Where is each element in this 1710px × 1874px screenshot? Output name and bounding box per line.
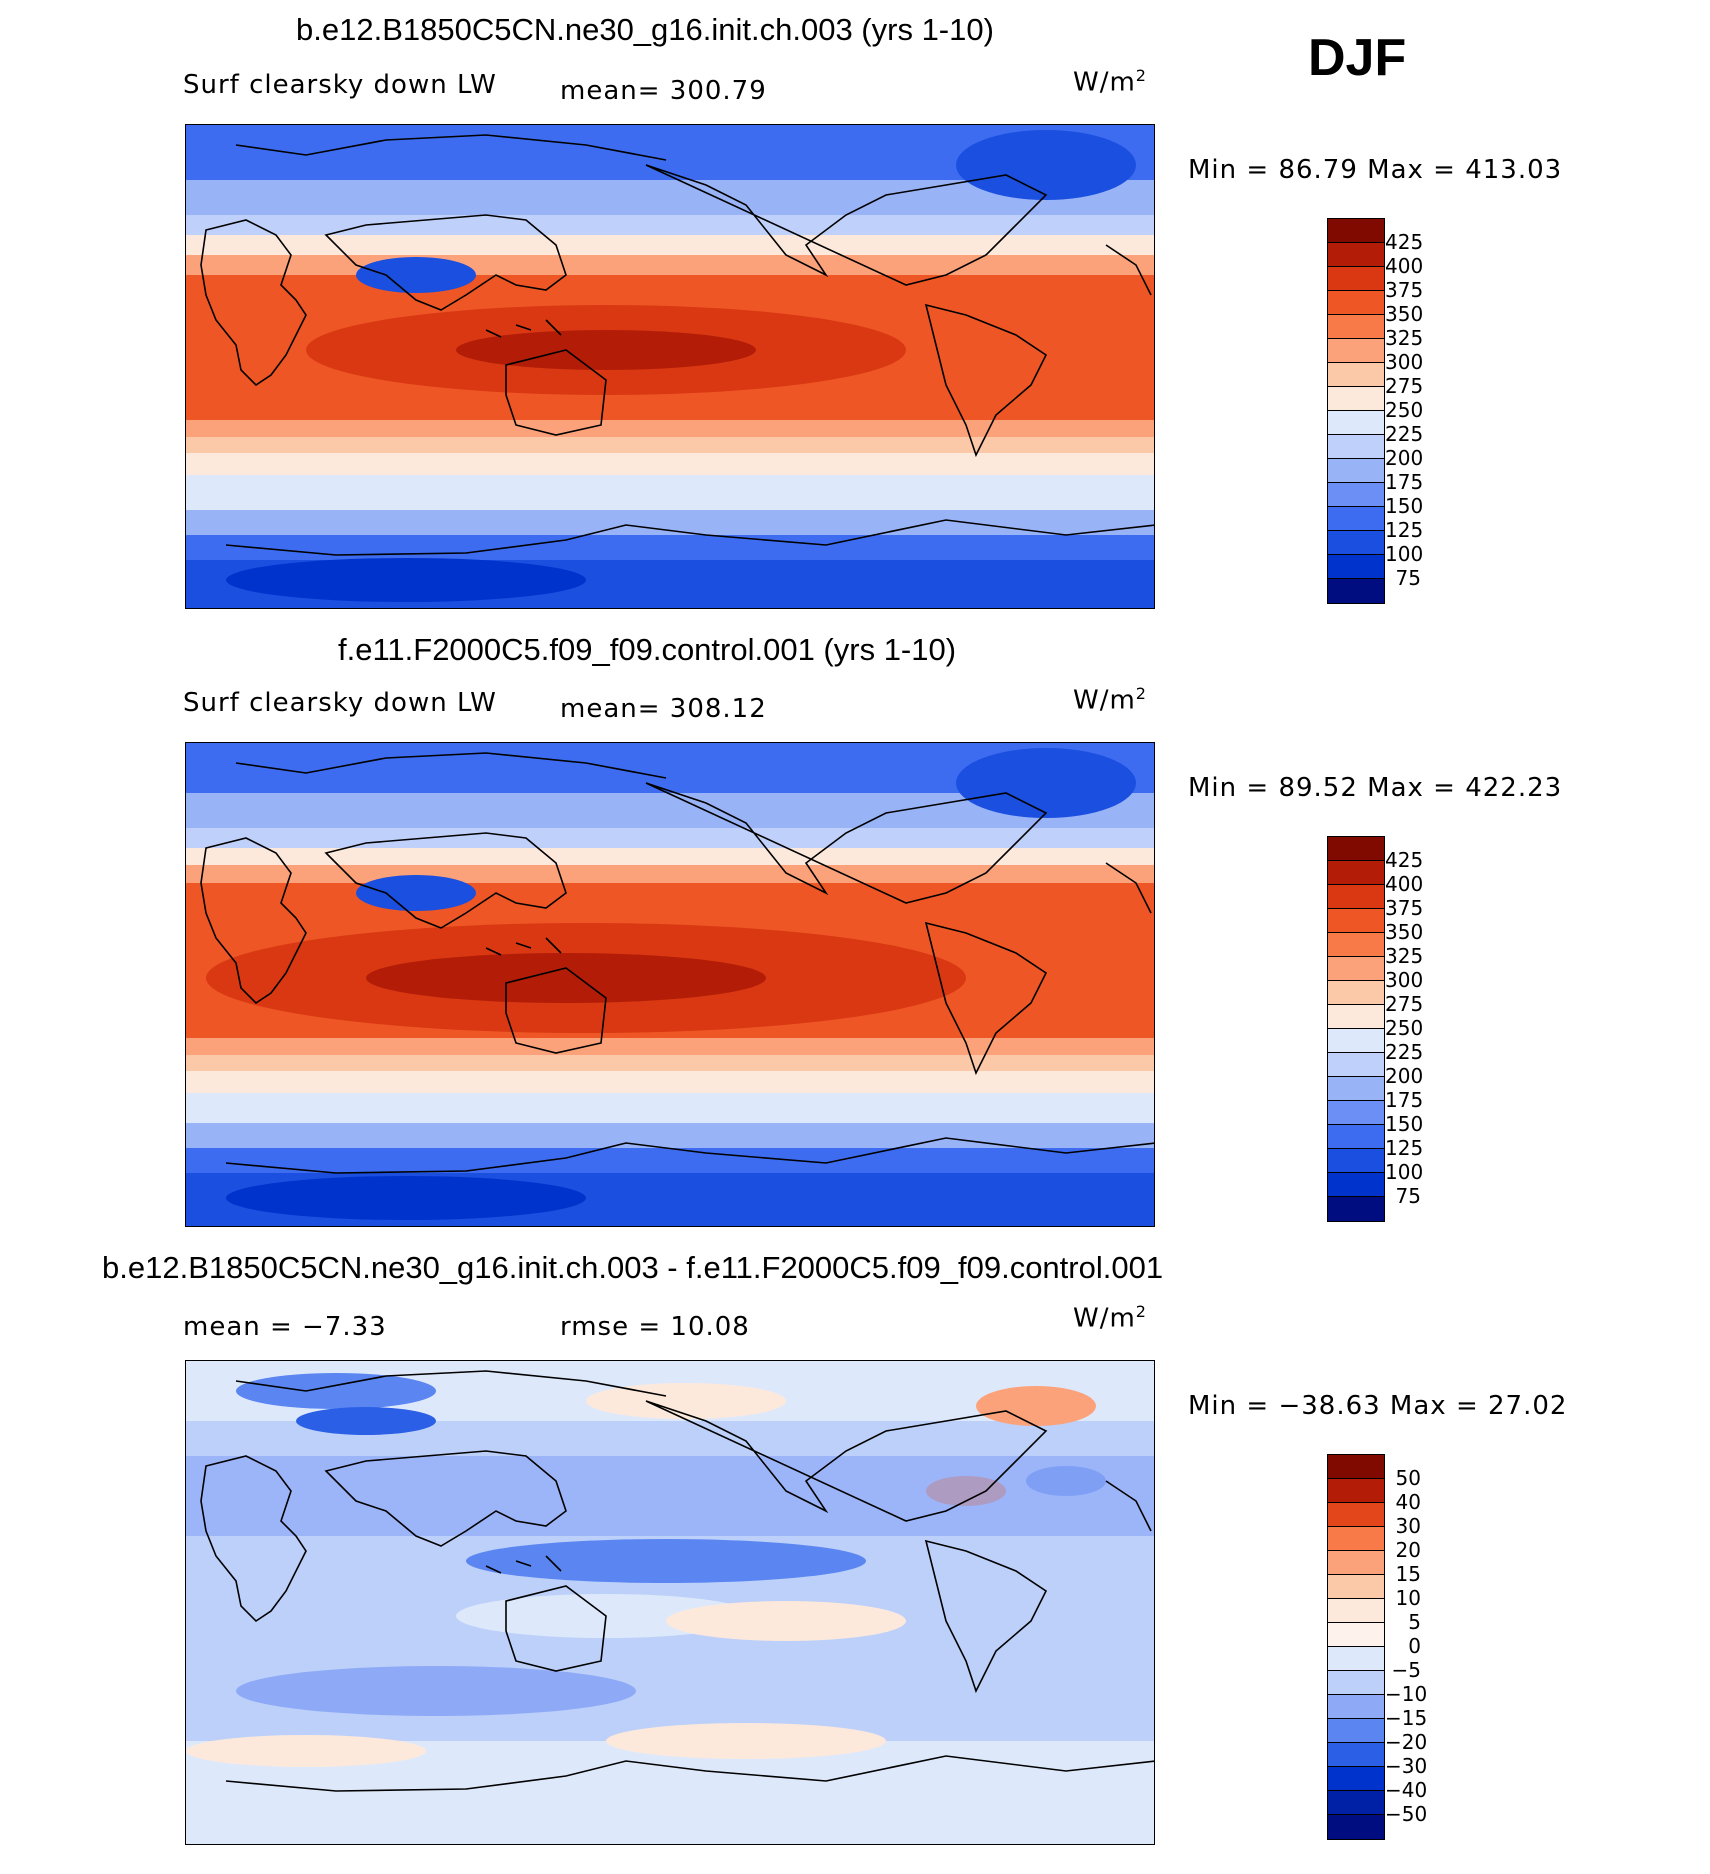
panel-3-tick: −40 — [1385, 1778, 1428, 1802]
panel-2-unit: W/m2 — [1073, 684, 1147, 716]
panel-3-rmse: rmse = 10.08 — [560, 1312, 750, 1342]
panel-1-map — [185, 124, 1155, 609]
panel-2-colorbar — [1327, 836, 1385, 1222]
panel-1-tick: 75 — [1395, 566, 1421, 590]
panel-2-tick: 200 — [1385, 1064, 1424, 1088]
panel-2-tick: 125 — [1385, 1136, 1424, 1160]
panel-1-tick: 350 — [1385, 302, 1424, 326]
panel-3-unit: W/m2 — [1073, 1302, 1147, 1334]
panel-2-tick: 250 — [1385, 1016, 1424, 1040]
panel-1-tick: 150 — [1385, 494, 1424, 518]
panel-1-unit: W/m2 — [1073, 66, 1147, 98]
panel-3-tick: 50 — [1395, 1466, 1421, 1490]
panel-1-map-field — [186, 125, 1154, 608]
panel-3-tick: 5 — [1408, 1610, 1421, 1634]
panel-2-tick: 300 — [1385, 968, 1424, 992]
panel-1-mean: mean= 300.79 — [560, 76, 767, 106]
panel-3-tick: 0 — [1408, 1634, 1421, 1658]
panel-3-tick: 20 — [1395, 1538, 1421, 1562]
panel-3-minmax: Min = −38.63 Max = 27.02 — [1188, 1391, 1568, 1421]
panel-2-tick: 325 — [1385, 944, 1424, 968]
panel-1-tick: 325 — [1385, 326, 1424, 350]
panel-2-tick: 375 — [1385, 896, 1424, 920]
panel-2-tick: 350 — [1385, 920, 1424, 944]
panel-2-mean: mean= 308.12 — [560, 694, 767, 724]
panel-3-tick: −5 — [1391, 1658, 1421, 1682]
panel-1-tick: 225 — [1385, 422, 1424, 446]
season-label: DJF — [1308, 29, 1407, 87]
panel-2-title: f.e11.F2000C5.f09_f09.control.001 (yrs 1… — [338, 632, 957, 667]
panel-3-colorbar — [1327, 1454, 1385, 1840]
panel-1-tick: 375 — [1385, 278, 1424, 302]
panel-1-variable: Surf clearsky down LW — [183, 70, 497, 100]
panel-3-tick: −15 — [1385, 1706, 1428, 1730]
panel-2-variable: Surf clearsky down LW — [183, 688, 497, 718]
panel-1-title: b.e12.B1850C5CN.ne30_g16.init.ch.003 (yr… — [296, 12, 994, 47]
panel-2-tick: 100 — [1385, 1160, 1424, 1184]
panel-3-tick: 15 — [1395, 1562, 1421, 1586]
panel-1-tick: 275 — [1385, 374, 1424, 398]
panel-2-tick: 175 — [1385, 1088, 1424, 1112]
panel-3-tick: 10 — [1395, 1586, 1421, 1610]
panel-2-map — [185, 742, 1155, 1227]
panel-3-map — [185, 1360, 1155, 1845]
panel-2-map-field — [186, 743, 1154, 1226]
panel-1-tick: 425 — [1385, 230, 1424, 254]
coastlines — [200, 134, 1154, 556]
panel-3-tick: −10 — [1385, 1682, 1428, 1706]
panel-3-tick: −20 — [1385, 1730, 1428, 1754]
panel-2-tick: 75 — [1395, 1184, 1421, 1208]
panel-2-tick: 400 — [1385, 872, 1424, 896]
panel-1-tick: 200 — [1385, 446, 1424, 470]
panel-3-mean: mean = −7.33 — [183, 1312, 387, 1342]
panel-1-tick: 250 — [1385, 398, 1424, 422]
panel-3-map-field — [186, 1361, 1154, 1844]
panel-3-tick: 40 — [1395, 1490, 1421, 1514]
panel-3-tick: −50 — [1385, 1802, 1428, 1826]
panel-1-tick: 400 — [1385, 254, 1424, 278]
panel-3-tick: 30 — [1395, 1514, 1421, 1538]
panel-1-colorbar — [1327, 218, 1385, 604]
panel-2-tick: 225 — [1385, 1040, 1424, 1064]
panel-2-tick: 275 — [1385, 992, 1424, 1016]
panel-1-tick: 300 — [1385, 350, 1424, 374]
panel-3-tick: −30 — [1385, 1754, 1428, 1778]
panel-1-tick: 100 — [1385, 542, 1424, 566]
panel-1-minmax: Min = 86.79 Max = 413.03 — [1188, 155, 1563, 185]
panel-1-tick: 175 — [1385, 470, 1424, 494]
panel-3-title: b.e12.B1850C5CN.ne30_g16.init.ch.003 - f… — [102, 1250, 1164, 1285]
panel-2-tick: 425 — [1385, 848, 1424, 872]
panel-1-tick: 125 — [1385, 518, 1424, 542]
panel-2-minmax: Min = 89.52 Max = 422.23 — [1188, 773, 1563, 803]
panel-2-tick: 150 — [1385, 1112, 1424, 1136]
